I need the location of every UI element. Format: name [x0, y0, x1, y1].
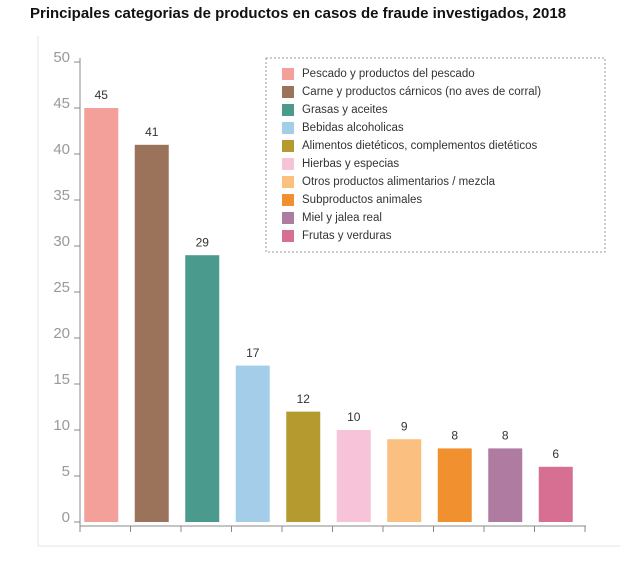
- bar: [437, 448, 472, 522]
- y-tick-label: 30: [53, 233, 70, 250]
- bar: [286, 411, 321, 522]
- bar: [336, 430, 371, 522]
- legend-label: Grasas y aceites: [302, 104, 388, 116]
- legend-swatch: [282, 86, 294, 98]
- legend-label: Hierbas y especias: [302, 158, 399, 170]
- bar: [84, 108, 119, 522]
- y-tick-label: 20: [53, 325, 70, 342]
- legend-label: Frutas y verduras: [302, 230, 392, 242]
- legend-label: Alimentos dietéticos, complementos dieté…: [302, 140, 537, 152]
- bar: [235, 365, 270, 522]
- legend-swatch: [282, 104, 294, 116]
- legend-label: Carne y productos cárnicos (no aves de c…: [302, 86, 541, 98]
- value-label: 45: [95, 88, 109, 102]
- legend-swatch: [282, 176, 294, 188]
- y-tick-label: 10: [53, 417, 70, 434]
- chart-title: Principales categorias de productos en c…: [30, 5, 566, 22]
- legend-swatch: [282, 122, 294, 134]
- legend-label: Otros productos alimentarios / mezcla: [302, 176, 496, 188]
- legend-label: Pescado y productos del pescado: [302, 68, 475, 80]
- bar: [538, 466, 573, 522]
- legend-box: [265, 57, 606, 253]
- bar: [488, 448, 523, 522]
- y-tick-label: 45: [53, 95, 70, 112]
- value-label: 41: [145, 125, 159, 139]
- legend-swatch: [282, 68, 294, 80]
- value-label: 6: [552, 447, 559, 461]
- y-tick-label: 5: [62, 463, 70, 480]
- value-label: 9: [401, 419, 408, 433]
- y-tick-label: 40: [53, 141, 70, 158]
- value-label: 8: [502, 429, 509, 443]
- y-tick-label: 15: [53, 371, 70, 388]
- y-tick-label: 0: [62, 509, 70, 526]
- value-label: 12: [297, 392, 311, 406]
- bar: [134, 144, 169, 523]
- legend-swatch: [282, 230, 294, 242]
- value-label: 10: [347, 410, 361, 424]
- legend-swatch: [282, 194, 294, 206]
- legend-swatch: [282, 212, 294, 224]
- legend-swatch: [282, 140, 294, 152]
- value-label: 29: [196, 235, 210, 249]
- value-label: 17: [246, 346, 260, 360]
- value-label: 8: [451, 429, 458, 443]
- bar: [387, 439, 422, 522]
- y-tick-label: 50: [53, 49, 70, 66]
- legend-label: Miel y jalea real: [302, 212, 382, 224]
- legend-swatch: [282, 158, 294, 170]
- bar: [185, 255, 220, 522]
- legend-label: Subproductos animales: [302, 194, 422, 206]
- y-tick-label: 25: [53, 279, 70, 296]
- legend-label: Bebidas alcoholicas: [302, 122, 404, 134]
- y-tick-label: 35: [53, 187, 70, 204]
